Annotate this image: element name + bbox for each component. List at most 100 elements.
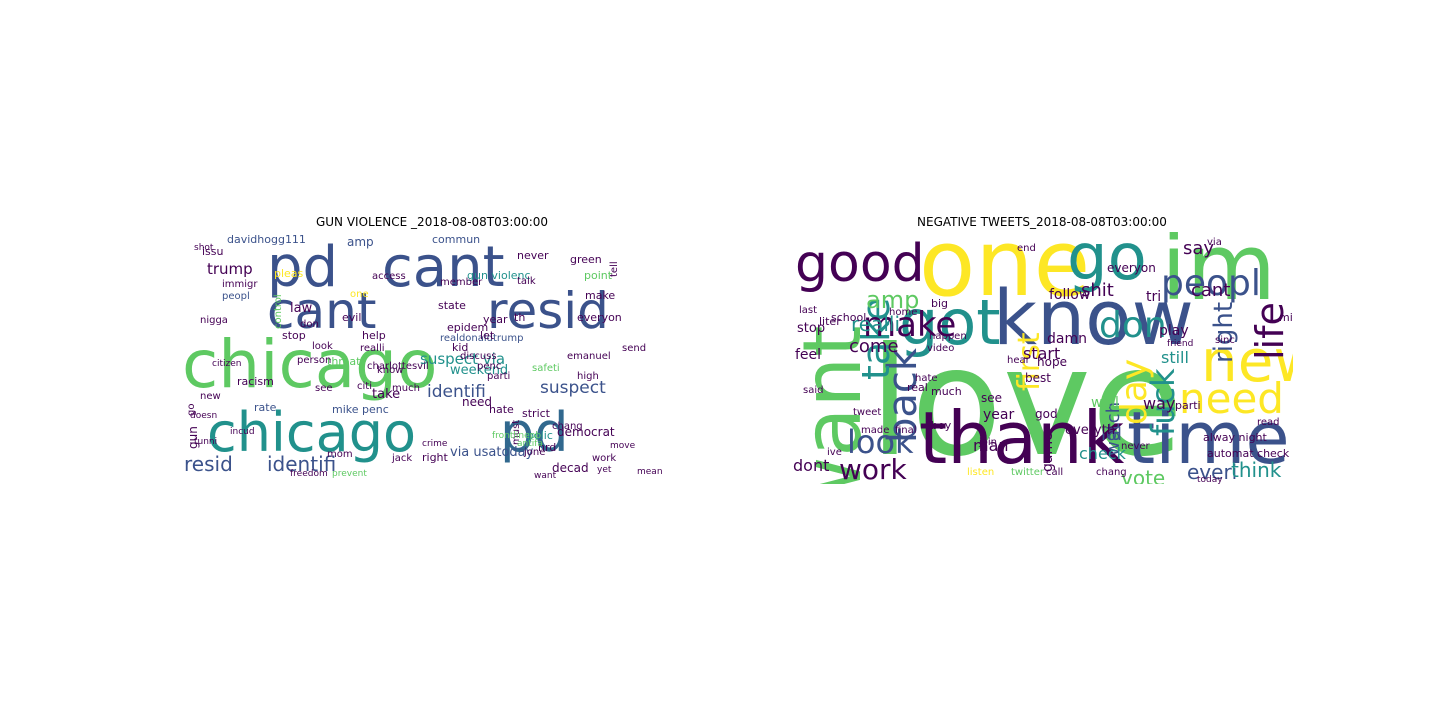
cloud-word: final	[895, 425, 917, 436]
cloud-word: take	[372, 387, 401, 402]
cloud-word: alway night	[1203, 431, 1267, 444]
cloud-word: shit	[1081, 280, 1114, 301]
wordcloud-gun-violence: chicago chicago pd cant cant resid pd resid iden…	[182, 232, 682, 482]
cloud-word: think	[1231, 458, 1282, 482]
cloud-word: move	[610, 441, 636, 451]
cloud-word: via usatoday	[450, 445, 534, 460]
cloud-word: good	[795, 234, 925, 294]
cloud-word: pleas	[274, 267, 304, 280]
cloud-word: gun violenc	[467, 269, 531, 282]
cloud-word: racism	[237, 375, 274, 388]
cloud-word: vote	[1121, 466, 1166, 484]
cloud-word: via	[1207, 237, 1222, 248]
cloud-word: everyon	[1107, 261, 1156, 275]
cloud-word: jone	[524, 447, 546, 458]
cloud-word: incud	[230, 427, 255, 437]
cloud-word: let	[480, 329, 495, 342]
cloud-word: automat check	[1207, 447, 1290, 460]
cloud-word: penc	[477, 361, 502, 372]
cloud-word: kid	[452, 341, 469, 354]
cloud-word: need	[462, 395, 492, 409]
cloud-word: mom	[327, 449, 353, 460]
cloud-word: come	[849, 336, 899, 357]
cloud-word: th	[514, 311, 526, 324]
cloud-word: yet	[597, 465, 612, 475]
cloud-word: liter	[819, 315, 841, 328]
cloud-word: never	[517, 249, 549, 262]
cloud-word: chang	[1096, 467, 1127, 478]
cloud-word: suspect via	[420, 350, 506, 368]
cloud-word: weekend	[450, 363, 509, 378]
cloud-word: green	[570, 253, 602, 266]
cloud-word: damn	[1047, 331, 1087, 347]
cloud-word: safeti	[532, 363, 560, 374]
cloud-word: prevent	[332, 469, 367, 479]
cloud-word: doesn	[190, 411, 218, 421]
cloud-word: read	[1257, 417, 1280, 428]
cloud-word: call	[1046, 467, 1064, 478]
cloud-word: tweet	[853, 407, 882, 418]
cloud-word: lol	[1101, 424, 1123, 445]
cloud-word: stop	[282, 329, 306, 342]
cloud-word: make	[863, 305, 957, 345]
cloud-word: tunni	[194, 437, 218, 447]
cloud-word: help	[362, 329, 386, 342]
cloud-word: resid	[487, 282, 609, 340]
cloud-word: don	[300, 319, 319, 330]
cloud-word: emanuel	[567, 351, 611, 362]
cloud-word: well	[1091, 395, 1119, 411]
cloud-word: charlottesvil	[367, 361, 429, 372]
cloud-word: resid	[184, 452, 233, 476]
cloud-word: new	[1201, 327, 1293, 395]
cloud-word: see	[981, 391, 1003, 405]
cloud-word: realdonaldtrump	[440, 333, 524, 344]
cloud-word: everyth	[1065, 423, 1116, 438]
cloud-word: everi	[1187, 460, 1238, 484]
wordcloud-negative-tweets: loveoneimgoknowtimethankwantgoodgotnewpe…	[791, 232, 1293, 484]
cloud-word: jack	[392, 453, 413, 464]
cloud-word: check	[1079, 444, 1126, 463]
cloud-word: realli	[851, 312, 901, 336]
cloud-word: friend	[1167, 339, 1194, 349]
cloud-word: look	[312, 341, 333, 352]
wordcloud-title-gun-violence: GUN VIOLENCE _2018-08-08T03:00:00	[315, 215, 549, 229]
cloud-word: home	[889, 307, 918, 318]
cloud-word: know	[377, 365, 404, 376]
cloud-word: want	[534, 471, 557, 481]
cloud-word: sinc	[1215, 335, 1235, 346]
cloud-word: work	[592, 453, 617, 464]
cloud-word: talk	[517, 276, 536, 287]
cloud-word: control	[273, 293, 284, 329]
cloud-word: said	[803, 385, 824, 396]
cloud-word: much	[931, 385, 962, 398]
cloud-word: citi	[357, 381, 372, 392]
cloud-word: crime	[422, 439, 448, 449]
cloud-word: right	[1209, 302, 1239, 364]
cloud-word: stop	[797, 321, 826, 336]
cloud-word: join	[979, 437, 998, 448]
cloud-word: ive	[827, 447, 842, 458]
cloud-word: amp	[347, 235, 374, 249]
cloud-word: follow	[1049, 287, 1091, 303]
cloud-word: peopl	[222, 291, 250, 302]
cloud-word: love	[869, 316, 1184, 484]
cloud-word: state	[438, 299, 466, 312]
cloud-word: right	[422, 451, 448, 464]
cloud-word: never	[1121, 441, 1150, 452]
cloud-word: play	[1159, 323, 1189, 339]
cloud-word: chicago	[182, 326, 438, 403]
cloud-word: identifi	[427, 382, 486, 402]
cloud-word: one	[350, 289, 369, 300]
cloud-word: start	[1023, 344, 1061, 363]
cloud-word: chicago	[207, 401, 417, 464]
cloud-word: say	[1183, 238, 1215, 259]
cloud-word: much	[392, 383, 420, 394]
cloud-word: commun	[432, 233, 481, 246]
cloud-word: make	[585, 289, 616, 302]
cloud-word: happen	[929, 331, 967, 342]
cloud-word: don	[1099, 305, 1167, 346]
cloud-word: way	[1143, 394, 1176, 413]
cloud-word: god	[1035, 407, 1058, 421]
cloud-word: boy	[931, 419, 952, 432]
cloud-word: suspect	[540, 378, 606, 398]
